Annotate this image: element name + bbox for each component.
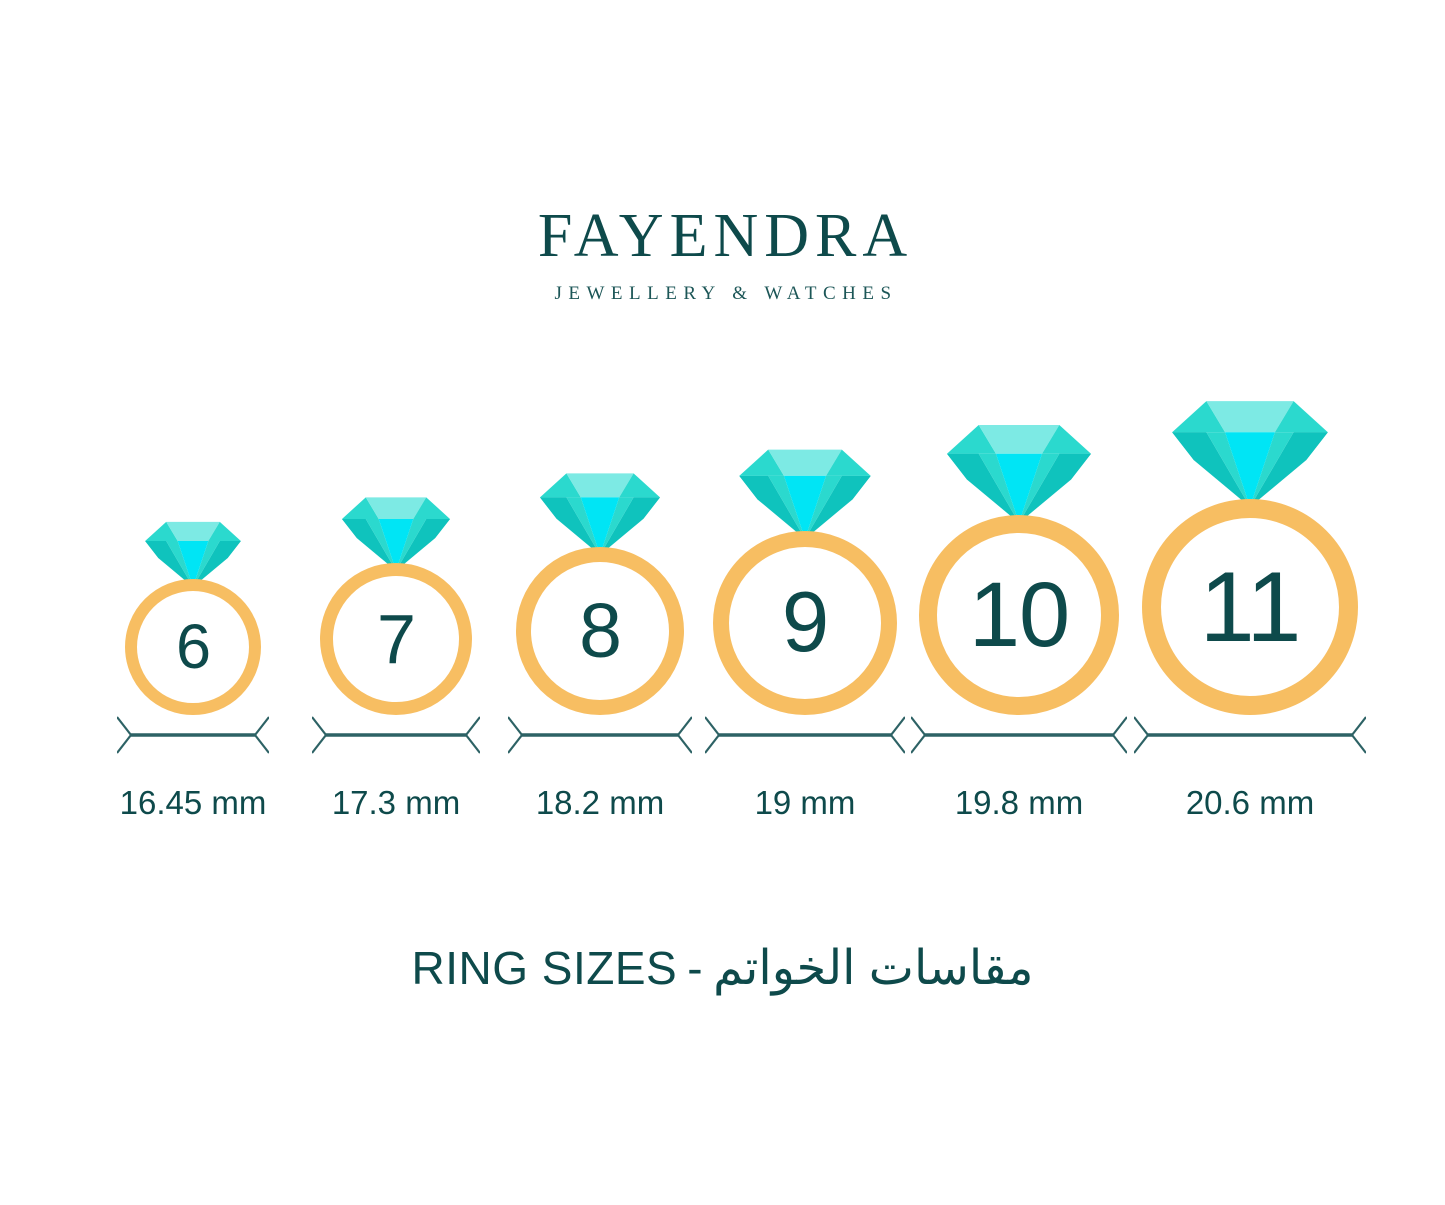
ring-illustration: 7	[320, 495, 472, 715]
ring-band-circle	[919, 515, 1119, 715]
ring-size-number: 7	[377, 600, 416, 678]
ring-size-item: 6 16.45 mm	[86, 440, 301, 860]
ring-diameter-label: 16.45 mm	[119, 784, 267, 821]
dimension-indicator	[116, 715, 270, 760]
ring-size-item: 10 19.8 mm	[910, 424, 1128, 860]
page-title-english: RING SIZES	[411, 942, 678, 994]
diamond-gem-icon	[1172, 401, 1328, 507]
ring-band: 10	[919, 515, 1119, 715]
diamond-gem-icon	[540, 473, 660, 555]
page-title: RING SIZES - مقاسات الخواتم	[0, 940, 1445, 996]
dimension-indicator	[311, 715, 481, 760]
brand-name: FAYENDRA	[537, 202, 914, 270]
dimension-indicator	[910, 715, 1128, 760]
ring-size-number: 8	[579, 587, 622, 674]
page-title-separator: -	[687, 942, 704, 994]
ring-diameter-label: 19.8 mm	[954, 784, 1084, 821]
ring-size-item: 11 20.6 mm	[1133, 401, 1367, 860]
ring-size-item: 9 19 mm	[698, 440, 913, 860]
diamond-gem-icon	[739, 449, 871, 539]
dimension-indicator	[704, 715, 906, 760]
ring-size-number: 11	[1199, 551, 1302, 662]
diamond-gem-icon	[342, 497, 450, 571]
ring-band-circle	[516, 547, 684, 715]
ring-band: 9	[713, 531, 897, 715]
ring-diameter-label: 19 mm	[754, 784, 856, 821]
diamond-gem-icon	[145, 521, 241, 587]
dimension-indicator	[507, 715, 693, 760]
ring-size-chart: 6 16.45 mm 7 17.3 mm 8 18.2 mm 9 19 mm 10 19.8 mm…	[0, 401, 1445, 860]
page-title-arabic: مقاسات الخواتم	[713, 942, 1034, 995]
ring-diameter-label: 17.3 mm	[331, 784, 461, 821]
ring-size-item: 8 18.2 mm	[493, 440, 708, 860]
ring-size-item: 7 17.3 mm	[289, 440, 504, 860]
ring-band-circle	[1142, 499, 1358, 715]
brand-tagline: JEWELLERY & WATCHES	[554, 283, 898, 304]
ring-illustration: 10	[919, 422, 1119, 715]
ring-illustration: 8	[516, 471, 684, 715]
ring-diameter-label: 20.6 mm	[1185, 784, 1315, 821]
ring-band-circle	[713, 531, 897, 715]
brand-header: FAYENDRA JEWELLERY & WATCHES	[0, 205, 1445, 305]
ring-illustration: 9	[713, 447, 897, 715]
ring-band: 11	[1142, 499, 1358, 715]
ring-size-number: 10	[968, 563, 1070, 666]
diamond-gem-icon	[947, 424, 1091, 523]
ring-illustration: 11	[1142, 398, 1358, 715]
ring-band-circle	[125, 579, 261, 715]
ring-diameter-label: 18.2 mm	[535, 784, 665, 821]
ring-band: 7	[320, 563, 472, 715]
ring-size-number: 9	[781, 575, 829, 670]
ring-illustration: 6	[125, 520, 261, 715]
ring-band-circle	[320, 563, 472, 715]
ring-band: 8	[516, 547, 684, 715]
ring-size-number: 6	[175, 612, 211, 682]
dimension-indicator	[1133, 715, 1367, 760]
ring-band: 6	[125, 579, 261, 715]
